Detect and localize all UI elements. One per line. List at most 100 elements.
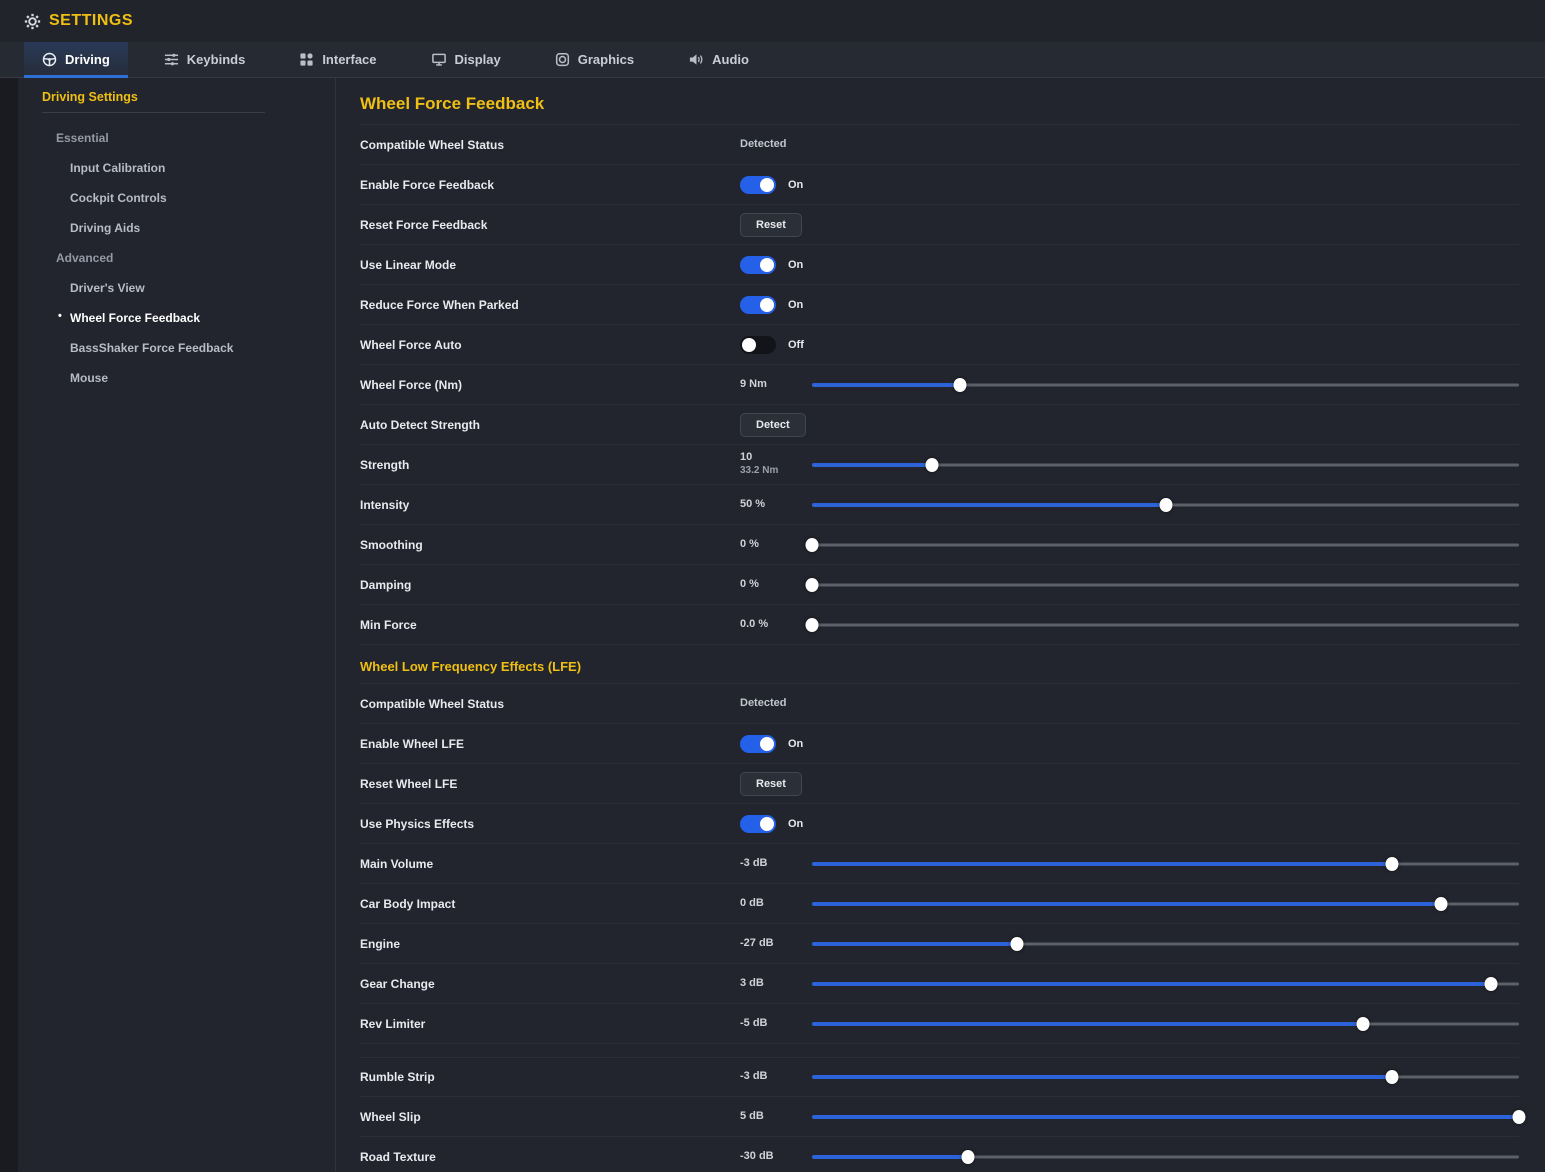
slider-handle[interactable]	[1385, 1070, 1399, 1084]
toggle-pill[interactable]	[740, 335, 776, 354]
slider-handle[interactable]	[961, 1149, 975, 1164]
toggle-state-label: On	[788, 817, 804, 830]
tab-keybinds[interactable]: Keybinds	[146, 42, 264, 77]
toggle-knob	[760, 736, 774, 751]
toggle-knob	[760, 816, 774, 831]
toggle-pill[interactable]	[740, 734, 776, 753]
wheel-force-nm-slider[interactable]	[812, 376, 1519, 394]
sidebar-divider	[42, 112, 265, 113]
slider-track[interactable]	[812, 942, 1519, 945]
sidebar-item-driver-s-view[interactable]: Driver's View	[70, 273, 335, 303]
slider-value: -30 dB	[740, 1149, 774, 1162]
slider-handle[interactable]	[1356, 1016, 1370, 1031]
main-volume-slider[interactable]	[812, 855, 1519, 873]
compatible-wheel-status-status: Detected	[740, 696, 787, 709]
setting-row-wheel-force-auto: Wheel Force Auto Off	[360, 325, 1519, 365]
toggle-pill[interactable]	[740, 814, 776, 833]
tab-driving[interactable]: Driving	[24, 42, 128, 78]
setting-control: -3 dB	[740, 1068, 1519, 1086]
sidebar-item-driving-aids[interactable]: Driving Aids	[70, 213, 335, 243]
slider-handle[interactable]	[953, 377, 967, 392]
slider-value: 5 dB	[740, 1109, 764, 1122]
gear-icon	[24, 13, 41, 30]
tab-interface[interactable]: Interface	[281, 42, 394, 77]
tab-audio[interactable]: Audio	[670, 42, 767, 77]
car-body-impact-slider[interactable]	[812, 895, 1519, 913]
sidebar-item-label: Cockpit Controls	[70, 191, 167, 205]
setting-row-gear-change: Gear Change 3 dB	[360, 964, 1519, 1004]
settings-panel: Wheel Force Feedback Compatible Wheel Sta…	[336, 78, 1545, 1172]
slider-track[interactable]	[812, 543, 1519, 546]
slider-handle[interactable]	[805, 617, 819, 632]
reduce-force-when-parked-toggle[interactable]: On	[740, 295, 803, 314]
use-linear-mode-toggle[interactable]: On	[740, 255, 803, 274]
engine-slider[interactable]	[812, 935, 1519, 953]
setting-label: Use Physics Effects	[360, 816, 475, 831]
sidebar-item-wheel-force-feedback[interactable]: • Wheel Force Feedback	[58, 303, 335, 333]
wheel-slip-slider[interactable]	[812, 1108, 1526, 1126]
sidebar-group-advanced[interactable]: Advanced	[56, 251, 114, 265]
toggle-pill[interactable]	[740, 175, 776, 194]
slider-fill	[812, 1114, 1519, 1119]
sidebar-item-cockpit-controls[interactable]: Cockpit Controls	[70, 183, 335, 213]
use-physics-effects-toggle[interactable]: On	[740, 814, 804, 833]
slider-handle[interactable]	[805, 537, 819, 552]
slider-handle[interactable]	[1010, 936, 1024, 951]
slider-value: -5 dB	[740, 1016, 768, 1029]
tab-label: Keybinds	[186, 52, 246, 67]
compatible-wheel-status-status: Detected	[740, 137, 787, 150]
sidebar-item-mouse[interactable]: Mouse	[70, 363, 335, 393]
slider-track[interactable]	[812, 1155, 1519, 1158]
setting-row-wheel-force-nm: Wheel Force (Nm) 9 Nm	[360, 365, 1519, 405]
slider-handle[interactable]	[1385, 856, 1399, 871]
steering-wheel-icon	[42, 52, 57, 67]
tab-display[interactable]: Display	[413, 42, 519, 77]
rev-limiter-slider[interactable]	[812, 1015, 1519, 1033]
slider-handle[interactable]	[1484, 976, 1498, 991]
setting-control: 3 dB	[740, 975, 1519, 993]
slider-handle[interactable]	[1434, 896, 1448, 911]
intensity-slider[interactable]	[812, 496, 1519, 514]
strength-slider[interactable]	[812, 456, 1519, 474]
slider-track[interactable]	[812, 463, 1519, 466]
slider-fill	[812, 901, 1442, 906]
smoothing-slider[interactable]	[805, 536, 1519, 554]
slider-handle[interactable]	[925, 457, 939, 472]
road-texture-slider[interactable]	[812, 1148, 1519, 1166]
setting-control: 0 dB	[740, 895, 1519, 913]
slider-fill	[812, 382, 961, 387]
sidebar-group-essential[interactable]: Essential	[56, 131, 109, 145]
wheel-force-auto-toggle[interactable]: Off	[740, 335, 804, 354]
setting-row-enable-force-feedback: Enable Force Feedback On	[360, 165, 1519, 205]
tab-graphics[interactable]: Graphics	[537, 42, 652, 77]
slider-track[interactable]	[812, 623, 1519, 626]
setting-row-enable-wheel-lfe: Enable Wheel LFE On	[360, 724, 1519, 764]
slider-handle[interactable]	[1159, 497, 1172, 512]
enable-force-feedback-toggle[interactable]: On	[740, 175, 803, 194]
gear-change-slider[interactable]	[812, 975, 1519, 993]
slider-handle[interactable]	[1512, 1109, 1526, 1124]
slider-value: 0 %	[740, 577, 759, 590]
toggle-pill[interactable]	[740, 255, 776, 274]
setting-control: -3 dB	[740, 855, 1519, 873]
toggle-knob	[760, 297, 774, 312]
slider-track[interactable]	[812, 383, 1519, 386]
auto-detect-strength-button[interactable]: Detect	[740, 412, 806, 437]
setting-control: Detect	[740, 412, 1519, 437]
sidebar-item-input-calibration[interactable]: Input Calibration	[70, 153, 335, 183]
damping-slider[interactable]	[805, 576, 1519, 594]
slider-track[interactable]	[812, 583, 1519, 586]
reset-force-feedback-button[interactable]: Reset	[740, 212, 802, 237]
tab-label: Driving	[65, 52, 110, 67]
wheel-force-nm-value: 9 Nm	[740, 378, 812, 392]
reset-wheel-lfe-button[interactable]: Reset	[740, 771, 802, 796]
toggle-knob	[760, 257, 774, 272]
slider-handle[interactable]	[805, 577, 819, 592]
setting-row-wheel-slip: Wheel Slip 5 dB	[360, 1097, 1526, 1137]
rumble-strip-slider[interactable]	[812, 1068, 1519, 1086]
sidebar-item-bassshaker-force-feedback[interactable]: BassShaker Force Feedback	[70, 333, 335, 363]
toggle-pill[interactable]	[740, 295, 776, 314]
min-force-slider[interactable]	[805, 616, 1519, 634]
setting-control: 0 %	[740, 576, 1519, 594]
enable-wheel-lfe-toggle[interactable]: On	[740, 734, 803, 753]
